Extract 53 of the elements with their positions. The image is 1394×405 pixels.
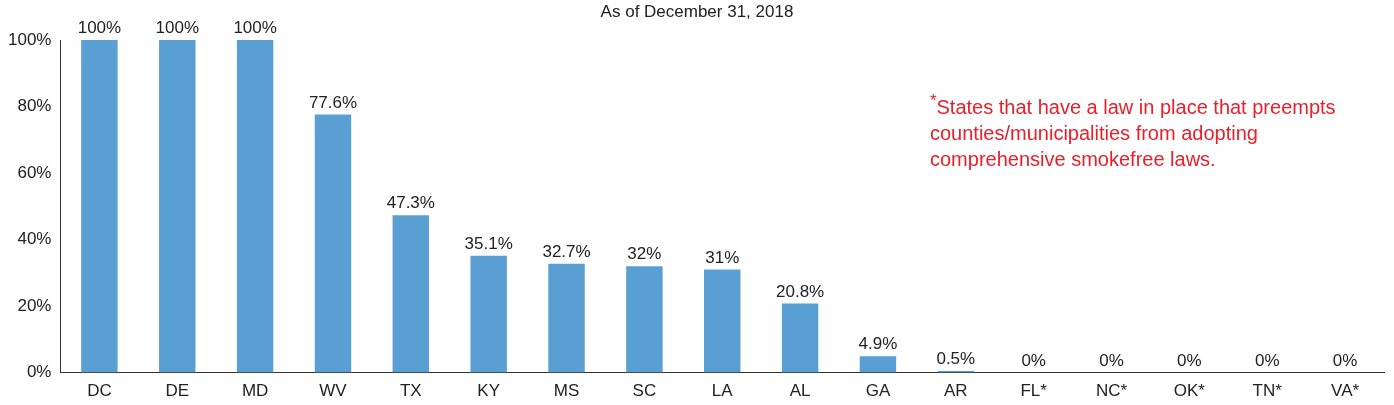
data-label: 100%	[233, 18, 277, 38]
data-label: 77.6%	[308, 92, 358, 112]
x-tick-label: AR	[943, 381, 968, 401]
x-tick-label: GA	[865, 381, 891, 401]
chart-title: As of December 31, 2018	[600, 2, 794, 21]
y-tick-label: 100%	[8, 29, 52, 49]
x-tick-label: MS	[553, 381, 580, 401]
data-label: 20.8%	[775, 281, 825, 301]
x-tick-label: OK*	[1173, 381, 1206, 401]
bar	[81, 40, 118, 373]
data-label: 31%	[705, 247, 740, 267]
bar	[392, 215, 430, 373]
bar	[548, 263, 585, 373]
x-tick-label: NC*	[1095, 381, 1128, 401]
y-tick-label: 80%	[17, 96, 52, 116]
x-tick-label: DE	[165, 381, 190, 401]
x-tick-label: VA*	[1331, 381, 1360, 401]
annotation: $^{*}$States that have a law in place that preempts counties/municipalities from adopting comprehensive smokefree laws.	[930, 90, 1337, 172]
x-tick-label: LA	[711, 381, 734, 401]
y-tick-label: 0%	[26, 362, 52, 382]
bar	[781, 303, 819, 373]
bar	[470, 255, 507, 373]
data-label: 100%	[155, 18, 199, 38]
data-label: 100%	[77, 18, 122, 38]
x-tick-label: WV	[319, 381, 348, 401]
data-label: 0.5%	[936, 349, 976, 369]
bar	[626, 266, 663, 373]
bar	[859, 356, 897, 373]
x-tick-label: DC	[87, 381, 112, 401]
bar	[159, 40, 196, 373]
data-label: 0%	[1177, 350, 1202, 370]
x-tick-label: FL*	[1020, 381, 1048, 401]
x-tick-label: TN*	[1252, 381, 1283, 401]
x-tick-label: SC	[632, 381, 657, 401]
data-label: 4.9%	[858, 334, 898, 354]
x-tick-label: KY	[477, 381, 501, 401]
data-label: 47.3%	[386, 193, 435, 213]
data-label: 32%	[627, 244, 662, 264]
data-label: 0%	[1254, 350, 1280, 370]
data-label: 0%	[1332, 350, 1358, 370]
x-tick-label: TX	[399, 381, 422, 401]
bar	[236, 40, 274, 373]
bar	[704, 269, 741, 373]
data-label: 35.1%	[464, 234, 513, 254]
y-tick-label: 60%	[17, 162, 52, 182]
x-tick-label: MD	[241, 381, 269, 401]
data-label: 32.7%	[542, 242, 591, 262]
bar	[314, 114, 352, 373]
y-tick-label: 40%	[17, 229, 52, 249]
y-tick-label: 20%	[17, 295, 52, 315]
x-tick-label: AL	[789, 381, 811, 401]
data-label: 0%	[1099, 350, 1124, 370]
data-label: 0%	[1021, 350, 1046, 370]
